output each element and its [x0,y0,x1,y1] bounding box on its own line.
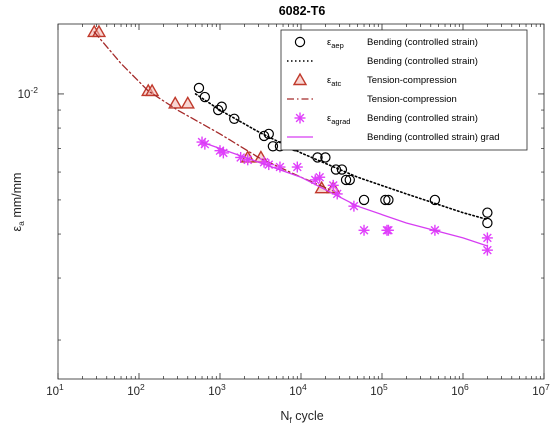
x-axis-title-sub: f [289,415,292,425]
x-tick-exp: 3 [221,382,226,392]
x-tick-base: 10 [451,386,464,398]
y-tick-exp: -2 [30,85,38,95]
x-tick-base: 10 [370,386,383,398]
series-4-point [314,171,326,183]
legend-symbol-main: ε [327,37,332,48]
x-tick-exp: 4 [302,382,307,392]
series-0-point [212,104,224,116]
legend-box [280,29,528,151]
series-0-point [383,194,394,206]
legend: εaep Bending (controlled strain)Bending (… [280,29,528,151]
legend-symbol-sub: aep [331,41,344,50]
y-axis-title-sub: a [16,221,26,226]
x-tick-label: 107 [532,382,550,398]
series-0-point [482,207,493,218]
y-axis-title: εa mm/mm [10,173,26,232]
legend-symbol-main: ε [327,75,332,86]
x-tick-label: 102 [127,382,145,398]
legend-label-3: Tension-compression [367,94,457,105]
x-tick-base: 10 [532,386,545,398]
series-4-point [481,232,493,244]
y-axis-title-rest: mm/mm [10,173,24,222]
x-tick-label: 101 [46,382,64,398]
y-tick-base: 10 [18,89,31,101]
x-tick-base: 10 [208,386,221,398]
series-0-point [482,217,493,229]
legend-symbol-2: εatc [327,75,342,88]
series-4-point [327,179,339,191]
series-3-line [93,31,334,192]
x-tick-label: 105 [370,382,388,398]
series-0-point [320,152,331,163]
series-0-point [263,128,274,140]
series-5-line [201,141,489,247]
x-tick-base: 10 [46,386,59,398]
x-tick-base: 10 [289,386,302,398]
series-0-point [380,194,391,206]
series-4-point [291,161,303,173]
chart-title: 6082-T6 [279,4,326,18]
x-tick-label: 106 [451,382,469,398]
legend-symbol-sub: agrad [331,117,350,126]
legend-marker-4 [294,112,306,124]
plot-content [87,24,493,256]
series-2-point [144,83,160,97]
legend-symbol-main: ε [327,113,332,124]
legend-label-4: Bending (controlled strain) [367,113,478,124]
series-0-point [336,164,348,175]
series-4-point [358,224,370,236]
legend-symbol-4: εagrad [327,113,350,126]
series-4-point [382,224,394,236]
x-tick-exp: 2 [140,382,145,392]
series-0-point [258,130,270,142]
x-tick-exp: 1 [59,382,64,392]
y-axis-title-main: ε [10,225,24,231]
legend-symbol-sub: atc [331,79,341,88]
series-0-point [229,113,240,124]
x-axis-title-main: N [280,409,289,423]
series-0-point [344,174,355,186]
series-0-point [340,174,352,186]
legend-marker-2 [292,72,308,86]
legend-label-1: Bending (controlled strain) [367,56,478,67]
legend-label-2: Tension-compression [367,75,457,86]
series-0-point [429,194,441,206]
series-0-point [267,141,279,152]
legend-label-5: Bending (controlled strain) grad [367,132,500,143]
x-tick-exp: 7 [545,382,550,392]
legend-symbol-0: εaep [327,37,344,50]
series-2-point [180,95,195,109]
x-axis-title-rest: cycle [292,409,324,423]
series-0-point [358,194,370,206]
series-0-point [193,82,205,94]
legend-label-0: Bending (controlled strain) [367,37,478,48]
x-axis-title: Nf cycle [280,409,323,425]
x-tick-label: 104 [289,382,307,398]
series-1-line [194,93,489,221]
x-tick-base: 10 [127,386,140,398]
x-tick-exp: 5 [383,382,388,392]
y-tick-label: 10-2 [18,85,39,101]
x-tick-label: 103 [208,382,226,398]
series-4-point [274,161,286,173]
x-tick-exp: 6 [464,382,469,392]
legend-marker-0 [294,36,306,48]
